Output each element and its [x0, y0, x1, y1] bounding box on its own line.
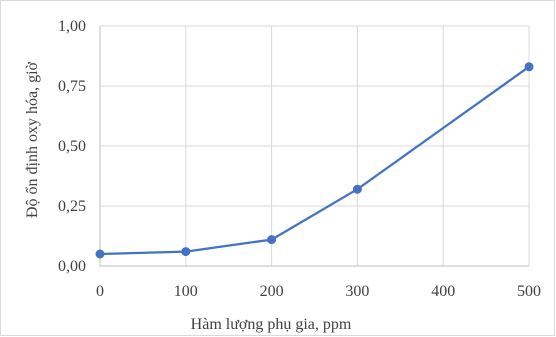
y-tick-label: 0,00 [58, 258, 86, 275]
x-tick-label: 200 [260, 283, 284, 300]
x-tick-labels: 0 100 200 300 400 500 [96, 283, 541, 300]
y-axis-title: Độ ổn định oxy hóa, giờ [24, 61, 41, 218]
y-tick-label: 1,00 [58, 18, 86, 35]
series-line [99, 65, 530, 256]
data-point [95, 249, 105, 259]
y-tick-label: 0,25 [58, 198, 86, 215]
x-tick-label: 400 [431, 283, 455, 300]
x-tick-label: 300 [345, 283, 369, 300]
data-point [267, 235, 277, 245]
x-tick-label: 500 [517, 283, 541, 300]
x-tick-label: 100 [174, 283, 198, 300]
data-point [181, 247, 191, 257]
data-point [352, 184, 362, 194]
x-axis-title: Hàm lượng phụ gia, ppm [191, 316, 352, 333]
y-tick-label: 0,75 [58, 78, 86, 95]
axes [99, 26, 529, 267]
gridlines [100, 25, 530, 266]
data-series [95, 62, 534, 259]
x-tick-label: 0 [96, 283, 104, 300]
y-tick-label: 0,50 [58, 138, 86, 155]
data-point [524, 62, 534, 72]
y-tick-labels: 0,00 0,25 0,50 0,75 1,00 [58, 18, 86, 275]
